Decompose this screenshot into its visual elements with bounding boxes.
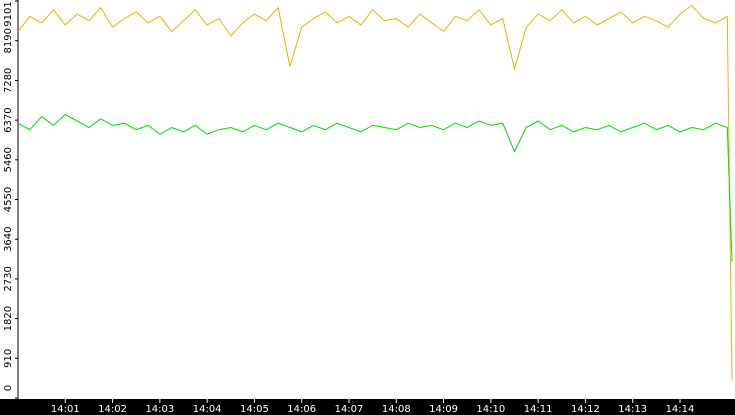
y-tick-label: 6370: [3, 107, 14, 132]
x-tick-label: 14:14: [666, 404, 695, 415]
x-tick-label: 14:06: [287, 404, 316, 415]
y-tick-label: 3640: [3, 226, 14, 251]
y-tick-label: 5460: [3, 147, 14, 172]
y-tick-label: 8190: [3, 28, 14, 53]
series-line: [17, 4, 733, 381]
y-tick-label: 910: [3, 349, 14, 368]
x-tick-label: 14:07: [335, 404, 364, 415]
y-tick-label: 0: [3, 385, 14, 391]
y-tick-label: 4550: [3, 187, 14, 212]
x-axis-band: [0, 399, 735, 415]
x-tick-label: 14:12: [571, 404, 600, 415]
y-tick-label: 7280: [3, 68, 14, 93]
y-tick-label: 9101: [3, 1, 14, 26]
x-tick-label: 14:05: [240, 404, 269, 415]
x-tick-label: 14:09: [429, 404, 458, 415]
x-tick-label: 14:04: [193, 404, 222, 415]
x-tick-label: 14:01: [51, 404, 80, 415]
y-tick-label: 2730: [3, 266, 14, 291]
y-tick-label: 1820: [3, 306, 14, 331]
x-tick-label: 14:10: [476, 404, 505, 415]
x-tick-label: 14:02: [98, 404, 127, 415]
x-tick-label: 14:08: [382, 404, 411, 415]
x-tick-label: 14:13: [618, 404, 647, 415]
x-tick-label: 14:03: [145, 404, 174, 415]
series-line: [17, 113, 733, 262]
x-tick-label: 14:11: [524, 404, 553, 415]
